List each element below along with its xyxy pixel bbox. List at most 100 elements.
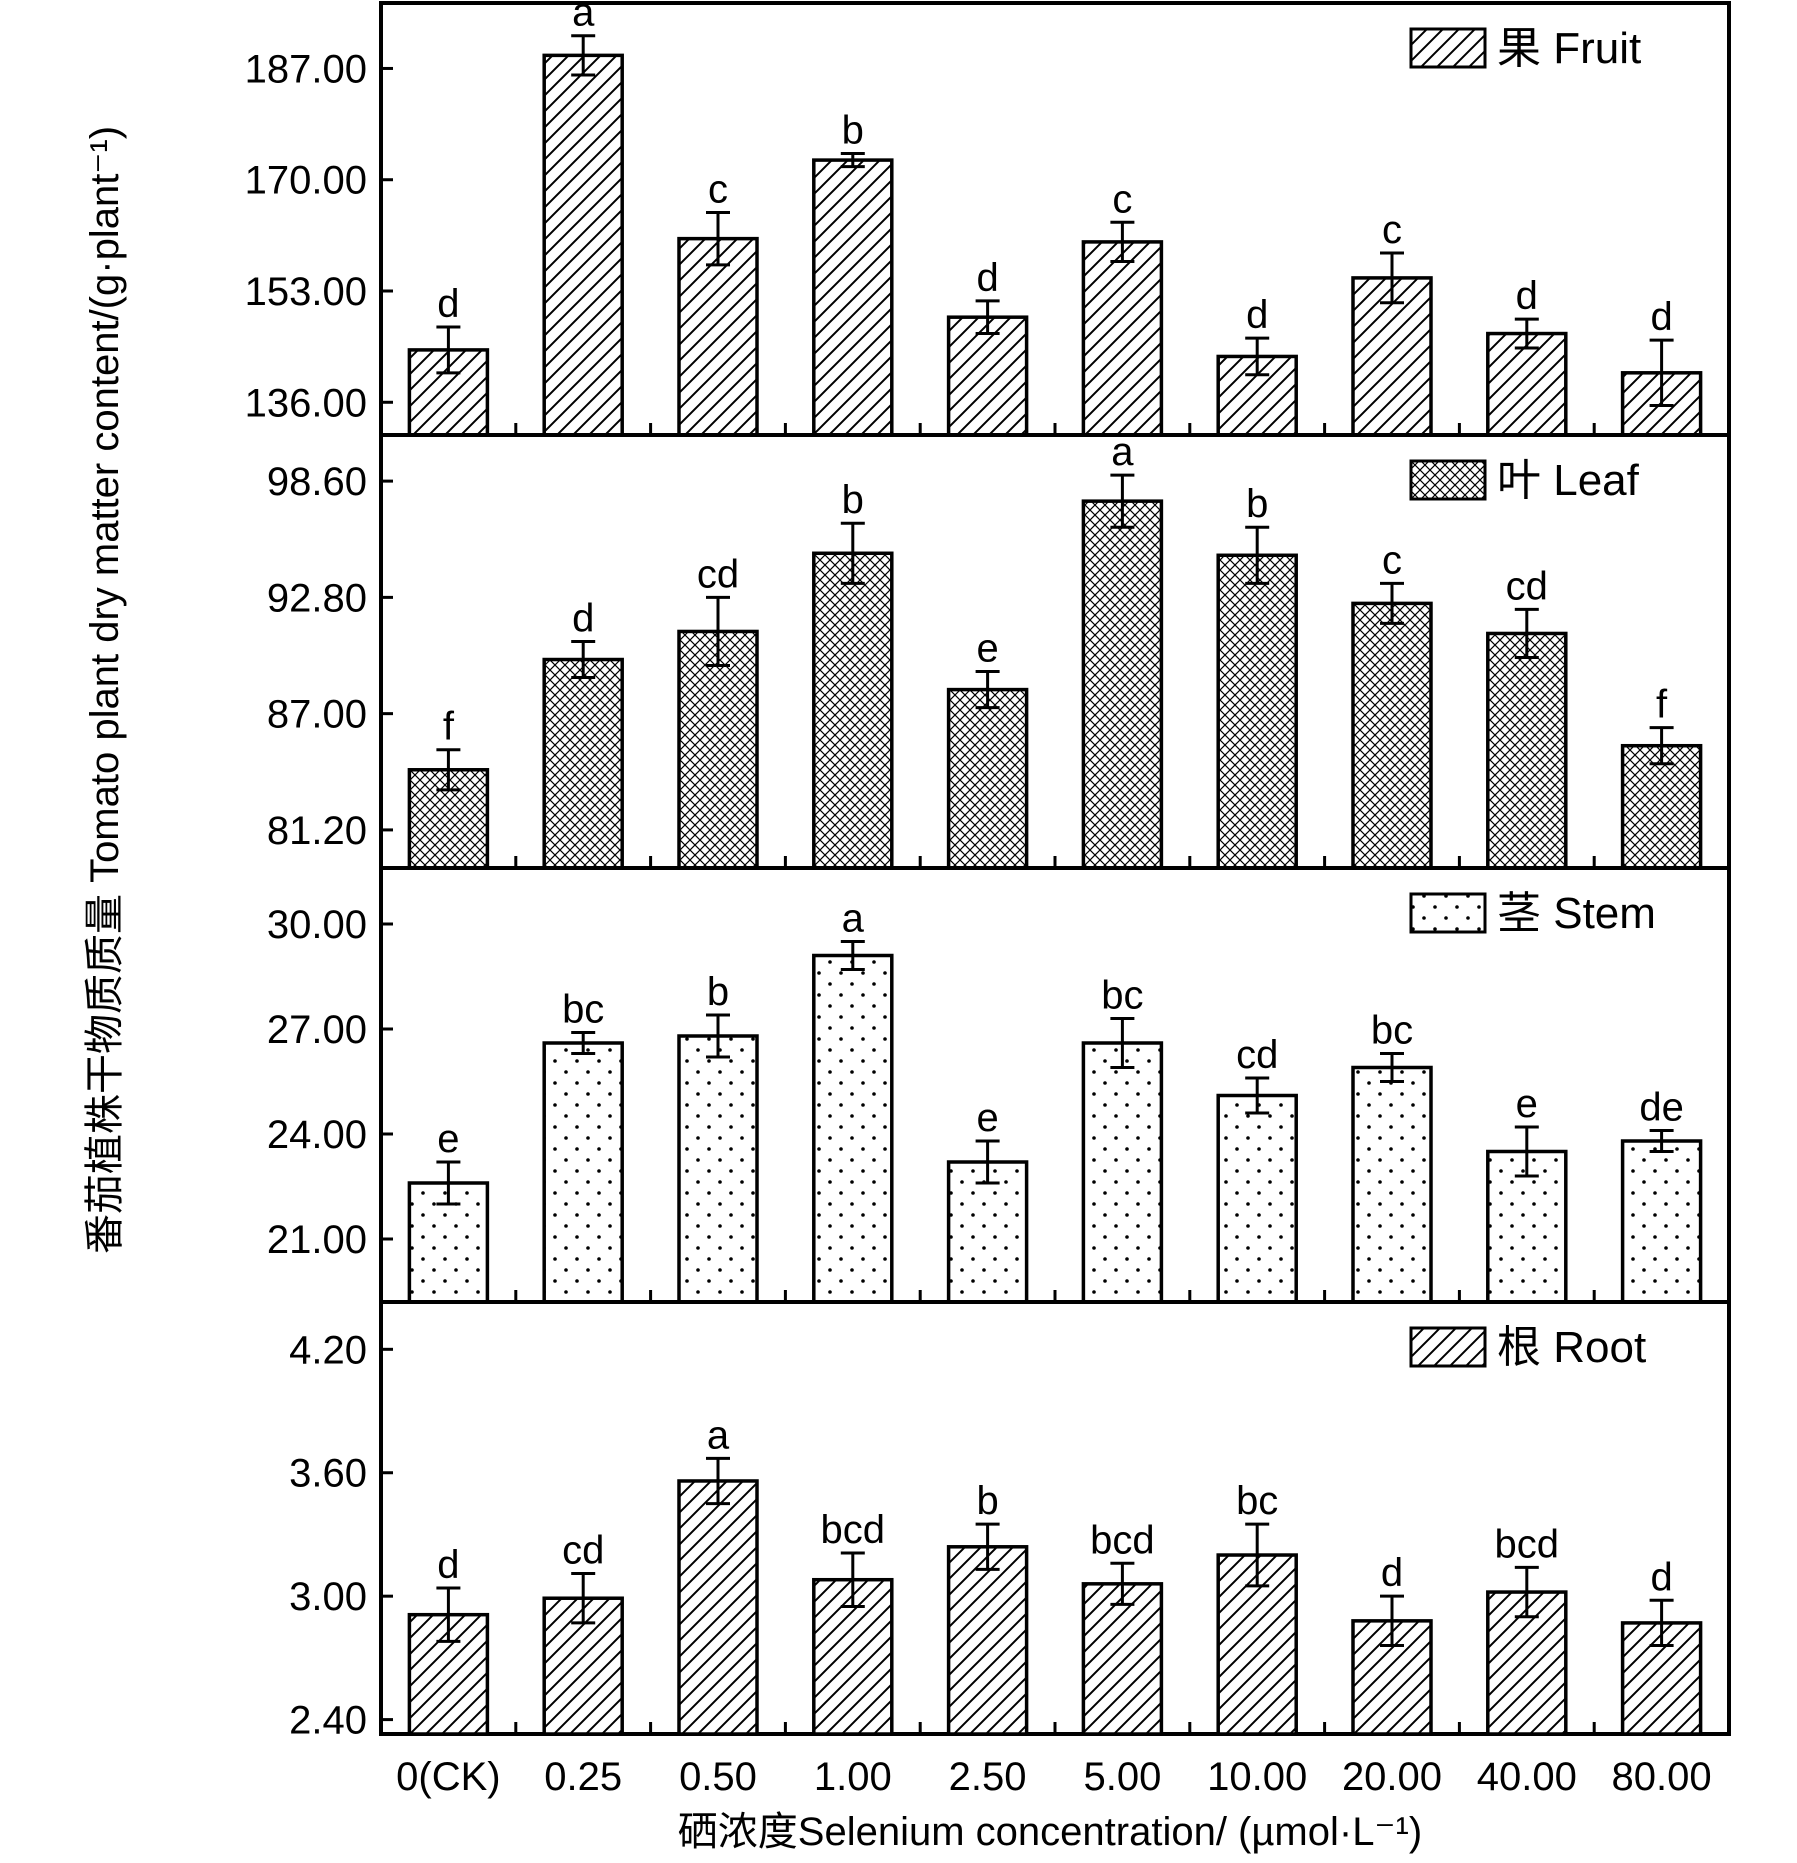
panel-1: 98.60 92.80 87.00 81.20 f d cd b e a b c cd f 叶 Leaf <box>267 430 1731 870</box>
panel-0: 187.00 170.00 153.00 136.00 d a c b d c d c d d 果 Frui… <box>245 0 1731 437</box>
panel-2: 30.00 27.00 24.00 21.00 e bc b a e bc cd bc e de 茎 Ste… <box>267 866 1731 1304</box>
x-axis-title: 硒浓度Selenium concentration/ (µmol·L⁻¹) <box>678 1810 1422 1854</box>
y-tick-label: 81.20 <box>267 809 367 853</box>
bar <box>1081 240 1164 437</box>
legend-label: 根 Root <box>1497 1323 1646 1372</box>
x-tick-label: 2.50 <box>949 1755 1027 1799</box>
significance-letter: bc <box>1236 1479 1278 1523</box>
bar <box>1351 1065 1433 1304</box>
bar <box>946 1545 1029 1736</box>
legend-label: 果 Fruit <box>1497 24 1641 73</box>
significance-letter: bcd <box>821 1508 886 1552</box>
y-tick-label: 92.80 <box>267 576 367 620</box>
legend-swatch <box>1409 892 1487 934</box>
significance-letter: e <box>976 1096 998 1140</box>
bar <box>1081 1582 1164 1736</box>
y-tick-label: 3.00 <box>289 1575 367 1619</box>
bar <box>1620 743 1703 870</box>
bar <box>1081 1041 1164 1304</box>
bar <box>812 953 894 1304</box>
y-tick-label: 187.00 <box>245 47 367 91</box>
bar <box>946 687 1029 870</box>
x-tick-label: 0.25 <box>544 1755 622 1799</box>
y-tick-label: 30.00 <box>267 903 367 947</box>
bar <box>542 1041 624 1304</box>
significance-letter: e <box>437 1117 459 1161</box>
legend-swatch <box>1409 27 1487 69</box>
significance-letter: d <box>437 282 459 326</box>
significance-letter: cd <box>697 552 739 596</box>
y-tick-label: 136.00 <box>245 381 367 425</box>
significance-letter: a <box>842 897 865 941</box>
bar <box>677 236 759 437</box>
y-tick-label: 170.00 <box>245 159 367 203</box>
x-tick-label: 0(CK) <box>396 1755 500 1799</box>
significance-letter: e <box>1516 1082 1538 1126</box>
x-tick-label: 80.00 <box>1612 1755 1712 1799</box>
significance-letter: a <box>572 0 595 35</box>
x-tick-label: 0.50 <box>679 1755 757 1799</box>
significance-letter: b <box>842 109 864 153</box>
significance-letter: e <box>976 627 998 671</box>
x-tick-label: 10.00 <box>1207 1755 1307 1799</box>
significance-letter: d <box>437 1543 459 1587</box>
significance-letter: d <box>1650 295 1672 339</box>
x-tick-label: 40.00 <box>1477 1755 1577 1799</box>
x-tick-label: 1.00 <box>814 1755 892 1799</box>
significance-letter: c <box>1382 538 1402 582</box>
significance-letter: d <box>1650 1555 1672 1599</box>
y-tick-label: 98.60 <box>267 460 367 504</box>
significance-letter: b <box>976 1479 998 1523</box>
bar <box>1620 1139 1703 1304</box>
y-tick-label: 87.00 <box>267 693 367 737</box>
significance-letter: cd <box>562 1529 604 1573</box>
x-tick-label: 5.00 <box>1083 1755 1161 1799</box>
significance-letter: b <box>707 970 729 1014</box>
x-tick-labels: 0(CK) 0.25 0.50 1.00 2.50 5.00 10.00 20.00 40.00… <box>396 1755 1711 1799</box>
bar <box>677 1479 759 1736</box>
bar <box>812 158 894 437</box>
significance-letter: d <box>1246 293 1268 337</box>
significance-letter: d <box>1381 1551 1403 1595</box>
significance-letter: c <box>708 167 728 211</box>
significance-letter: f <box>1656 683 1668 727</box>
legend-label: 叶 Leaf <box>1497 456 1640 505</box>
y-tick-label: 153.00 <box>245 270 367 314</box>
significance-letter: d <box>1516 274 1538 318</box>
y-tick-label: 3.60 <box>289 1452 367 1496</box>
significance-letter: bcd <box>1090 1518 1155 1562</box>
significance-letter: d <box>976 256 998 300</box>
significance-letter: bc <box>1101 974 1143 1018</box>
bar <box>542 53 624 437</box>
significance-letter: bc <box>1371 1009 1413 1053</box>
significance-letter: bc <box>562 988 604 1032</box>
x-tick-label: 20.00 <box>1342 1755 1442 1799</box>
bar <box>542 657 624 870</box>
significance-letter: a <box>707 1413 730 1457</box>
bar <box>1081 499 1164 870</box>
y-tick-label: 2.40 <box>289 1699 367 1743</box>
significance-letter: c <box>1382 208 1402 252</box>
y-tick-label: 4.20 <box>289 1328 367 1372</box>
bar <box>1486 631 1568 870</box>
bar <box>812 551 894 870</box>
bar <box>1216 1093 1298 1304</box>
y-axis-title: 番茄植株干物质质量 Tomato plant dry matter conten… <box>83 126 127 1254</box>
significance-letter: d <box>572 596 594 640</box>
bar <box>946 315 1029 437</box>
bar <box>677 1034 759 1304</box>
significance-letter: cd <box>1236 1033 1278 1077</box>
y-tick-label: 21.00 <box>267 1218 367 1262</box>
significance-letter: c <box>1112 177 1132 221</box>
significance-letter: f <box>443 705 455 749</box>
significance-letter: de <box>1639 1086 1684 1130</box>
legend-label: 茎 Stem <box>1497 889 1656 938</box>
bar <box>1351 601 1433 870</box>
significance-letter: a <box>1111 430 1134 474</box>
significance-letter: cd <box>1506 564 1548 608</box>
legend-swatch <box>1409 459 1487 501</box>
bar <box>1216 553 1298 870</box>
